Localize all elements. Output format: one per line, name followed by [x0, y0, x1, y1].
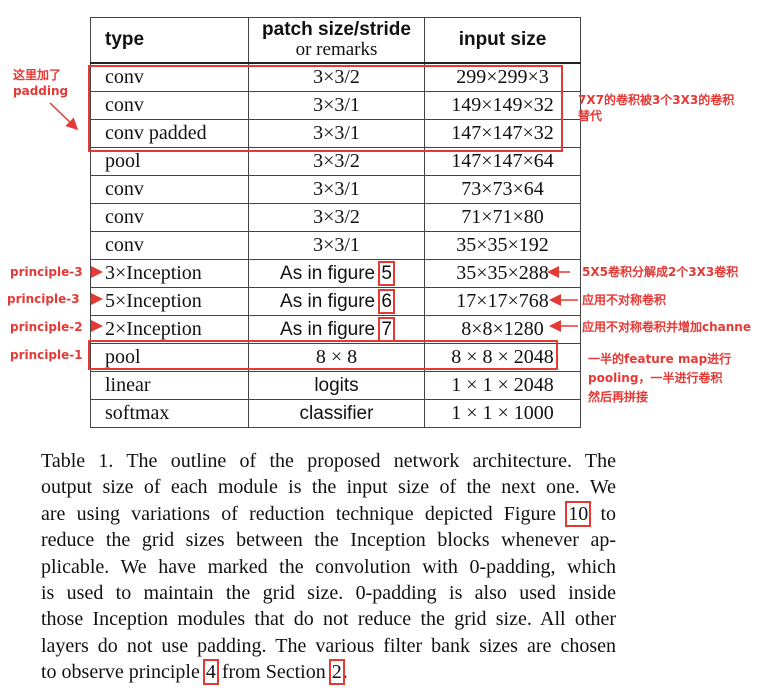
row-patch: logits [248, 371, 425, 400]
header-patch-line2: or remarks [295, 39, 378, 60]
row-type: conv [90, 91, 249, 120]
row-patch: As in figure 7 [248, 315, 425, 344]
row-patch-prefix: As in figure [280, 291, 376, 312]
figure-ref-link[interactable]: 7 [378, 317, 395, 342]
table-row: conv padded 3×3/1 147×147×32 [90, 119, 581, 148]
figure-ref-link[interactable]: 5 [378, 261, 395, 286]
header-type: type [90, 17, 249, 64]
table-header-row: type patch size/stride or remarks input … [90, 17, 581, 64]
table-row: softmax classifier 1 × 1 × 1000 [90, 399, 581, 428]
row-input: 1 × 1 × 1000 [424, 399, 581, 428]
arrow-icon [49, 102, 79, 131]
row-patch-prefix: As in figure [280, 263, 376, 284]
architecture-table: type patch size/stride or remarks input … [90, 17, 581, 428]
caption-line: output size of each module is the input … [41, 476, 616, 499]
table-row: 3×Inception As in figure 5 35×35×288 [90, 259, 581, 288]
table-row: conv 3×3/2 71×71×80 [90, 203, 581, 232]
table-row: conv 3×3/1 73×73×64 [90, 175, 581, 204]
caption-line: are using variations of reduction techni… [41, 500, 617, 527]
caption-text: are using variations of reduction techni… [41, 502, 568, 525]
figure-ref-link[interactable]: 6 [378, 289, 395, 314]
row-type: softmax [90, 399, 249, 428]
row-patch: 3×3/1 [248, 91, 425, 120]
row-type: 5×Inception [90, 287, 249, 316]
note-pool-line1: 一半的feature map进行 [588, 352, 732, 366]
table-row: linear logits 1 × 1 × 2048 [90, 371, 581, 400]
row-patch: classifier [248, 399, 425, 428]
principle-3-label-b: principle-3 [7, 292, 80, 306]
row-patch: 3×3/2 [248, 203, 425, 232]
caption-text: . [342, 661, 348, 684]
note-asymmetric-conv-channel: 应用不对称卷积并增加channe [582, 320, 751, 334]
table-caption: Table 1. The outline of the proposed net… [41, 448, 616, 686]
caption-text: to [589, 502, 617, 525]
note-pool-line3: 然后再拼接 [588, 390, 649, 404]
caption-text: to observe principle [41, 661, 205, 684]
row-patch: 3×3/1 [248, 119, 425, 148]
principle-3-label-a: principle-3 [10, 265, 83, 279]
pool-highlight-box [88, 340, 558, 370]
row-input: 1 × 1 × 2048 [424, 371, 581, 400]
padding-note: 这里加了 padding [13, 67, 68, 99]
table-row: conv 3×3/1 35×35×192 [90, 231, 581, 260]
caption-line: those Inception modules that do not redu… [41, 608, 616, 631]
caption-line: plicable. We have marked the convolution… [41, 555, 616, 578]
row-type: conv [90, 231, 249, 260]
conv-replace-note-line1: 7X7的卷积被3个3X3的卷积 [578, 93, 735, 107]
figure-10-link[interactable]: 10 [565, 500, 592, 527]
caption-line: Table 1. The outline of the proposed net… [41, 450, 616, 472]
caption-line: layers do not use padding. The various f… [41, 634, 616, 657]
row-patch-prefix: As in figure [280, 319, 376, 340]
row-type: conv padded [90, 119, 249, 148]
conv-replace-note-line2: 替代 [578, 109, 603, 123]
header-patch: patch size/stride or remarks [248, 17, 425, 64]
padding-note-line2: padding [13, 84, 69, 98]
section-2-link[interactable]: 2 [328, 659, 345, 686]
note-5x5-factorization: 5X5卷积分解成2个3X3卷积 [582, 265, 739, 279]
row-type: conv [90, 175, 249, 204]
conv-group-highlight-box [88, 65, 563, 152]
row-patch: 8 × 8 [248, 343, 425, 372]
padding-note-line1: 这里加了 [13, 68, 62, 82]
row-input: 147×147×32 [424, 119, 581, 148]
note-pool-line2: pooling，一半进行卷积 [588, 371, 723, 385]
note-pool-split: 一半的feature map进行 pooling，一半进行卷积 然后再拼接 [588, 350, 731, 407]
row-patch: 3×3/1 [248, 175, 425, 204]
caption-line: reduce the grid sizes between the Incept… [41, 529, 616, 552]
principle-1-label: principle-1 [10, 348, 83, 362]
note-asymmetric-conv: 应用不对称卷积 [582, 293, 667, 307]
table-row: conv 3×3/2 299×299×3 [90, 62, 581, 92]
principle-2-label: principle-2 [10, 320, 83, 334]
header-input: input size [424, 17, 581, 64]
row-type: 3×Inception [90, 259, 249, 288]
caption-text: from Section [216, 661, 331, 684]
row-type: conv [90, 203, 249, 232]
row-type: linear [90, 371, 249, 400]
header-patch-line1: patch size/stride [262, 19, 411, 40]
caption-line: is used to maintain the grid size. 0-pad… [41, 581, 616, 604]
conv-replace-note: 7X7的卷积被3个3X3的卷积 替代 [578, 92, 734, 124]
table-row: 2×Inception As in figure 7 8×8×1280 [90, 315, 581, 344]
row-type: pool [90, 343, 249, 372]
principle-4-link[interactable]: 4 [202, 659, 219, 686]
row-type: conv [90, 62, 249, 92]
caption-line: to observe principle 4 from Section 2. [41, 659, 616, 686]
